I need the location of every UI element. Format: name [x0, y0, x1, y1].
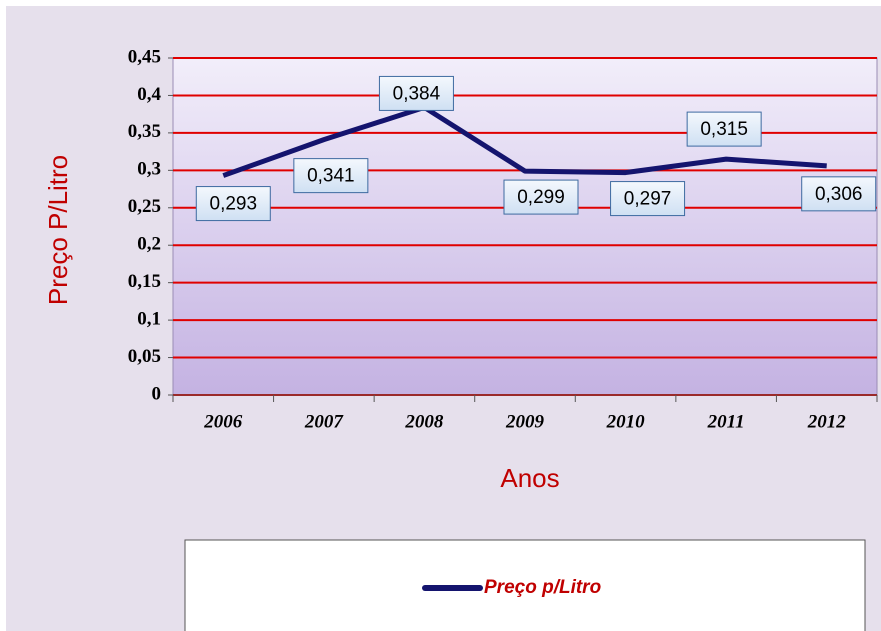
- data-label-box: [686, 111, 762, 147]
- data-label: 0,384: [393, 83, 441, 104]
- y-tick-label: 0,45: [128, 46, 161, 67]
- x-tick-label: 2012: [807, 411, 847, 432]
- data-label-box: [503, 179, 579, 215]
- data-label-box: [293, 158, 369, 194]
- y-tick-label: 0,35: [128, 121, 161, 142]
- y-tick-label: 0,2: [137, 234, 161, 255]
- x-axis-title: Anos: [500, 463, 559, 493]
- data-label: 0,299: [517, 187, 565, 208]
- data-label-box: [610, 181, 686, 217]
- legend-label: Preço p/Litro: [484, 577, 601, 598]
- y-tick-label: 0,1: [137, 308, 161, 329]
- data-label: 0,306: [815, 184, 863, 205]
- y-tick-label: 0,25: [128, 196, 161, 217]
- y-axis-title: Preço P/Litro: [43, 155, 73, 305]
- data-label-box: [801, 176, 877, 212]
- data-label: 0,315: [700, 119, 748, 140]
- y-tick-label: 0,3: [137, 159, 161, 180]
- data-label: 0,293: [210, 194, 258, 215]
- legend: [184, 539, 866, 631]
- y-tick-label: 0,05: [128, 346, 161, 367]
- x-tick-label: 2011: [707, 411, 745, 432]
- data-label-box: [195, 186, 271, 222]
- x-tick-label: 2007: [304, 411, 345, 432]
- y-tick-label: 0,15: [128, 271, 161, 292]
- y-tick-label: 0,4: [137, 84, 161, 105]
- x-tick-label: 2008: [404, 411, 444, 432]
- plot-area: [172, 57, 878, 396]
- data-label-box: [378, 75, 454, 111]
- data-label: 0,341: [307, 166, 355, 187]
- x-tick-label: 2009: [505, 411, 545, 432]
- x-tick-label: 2010: [606, 411, 646, 432]
- line: [222, 104, 827, 178]
- x-tick-label: 2006: [203, 411, 243, 432]
- y-tick-label: 0: [152, 383, 162, 404]
- data-label: 0,297: [624, 189, 672, 210]
